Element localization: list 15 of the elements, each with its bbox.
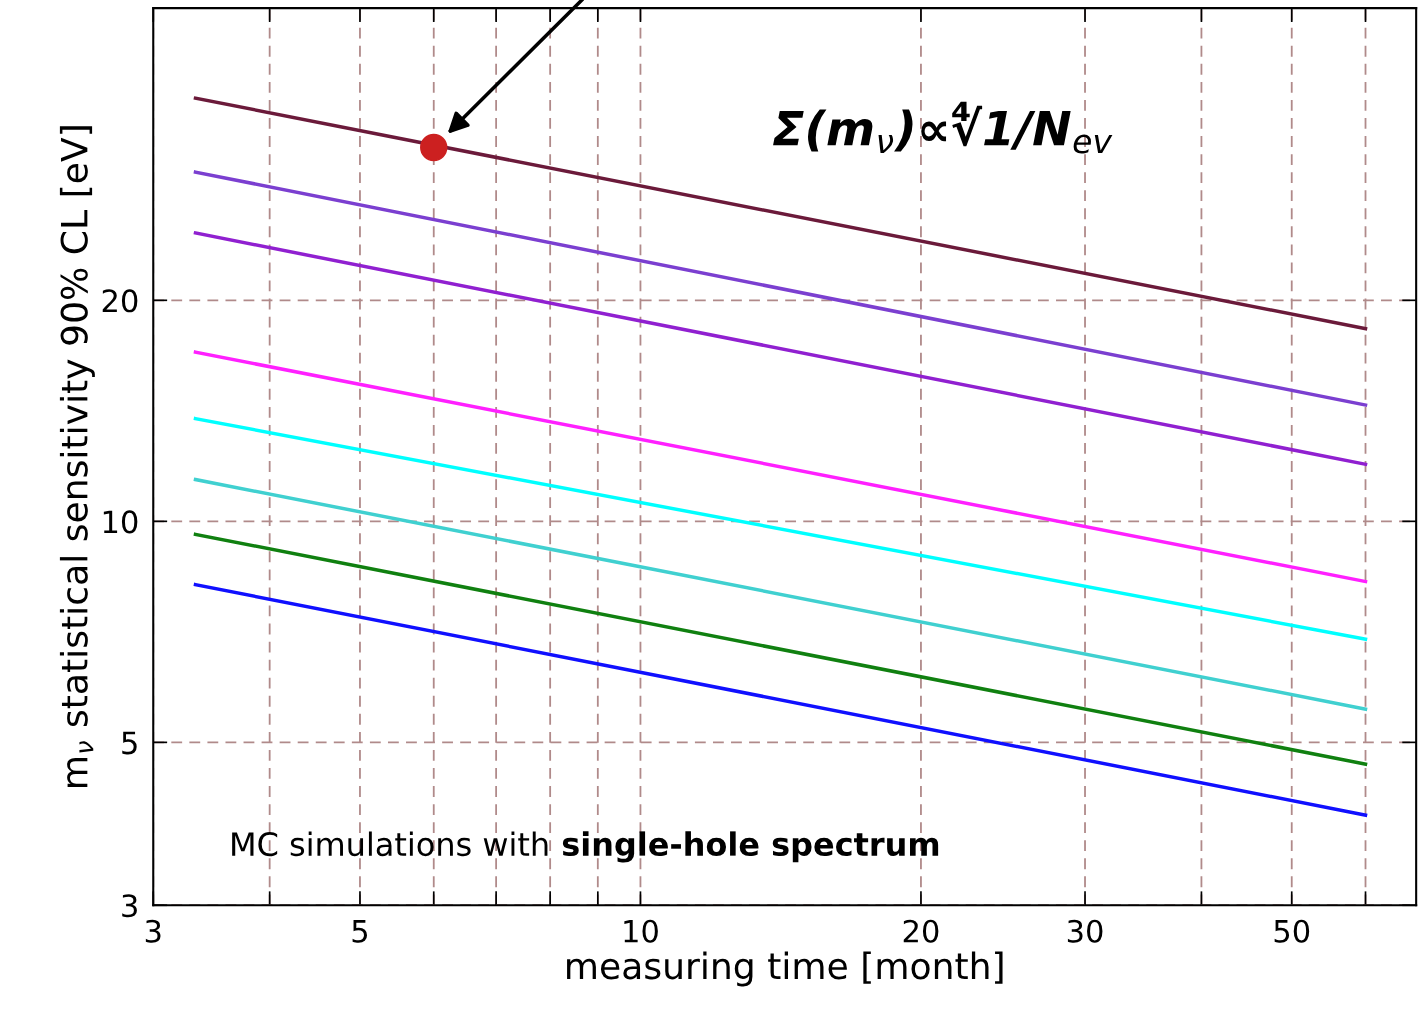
- annotation: single-hole spectrum: [562, 831, 939, 863]
- x-tick-label: 50: [1274, 919, 1310, 943]
- x-tick-label: 20: [903, 919, 939, 943]
- y-tick-label: 10: [103, 510, 138, 534]
- x-tick-label: 10: [624, 919, 658, 943]
- x-tick-label: 3: [145, 919, 161, 943]
- x-tick-label: 30: [1067, 919, 1103, 943]
- y-tick-label: 5: [122, 731, 137, 755]
- y-axis-title: m$_{ν}$ statistical sensitivity 90% CL [eV]: [59, 126, 95, 787]
- x-tick-label: 5: [352, 920, 368, 943]
- y-tick-label: 3: [122, 894, 137, 918]
- annotation: Σ(m$_{ν}$)∝∜1/N$_{ev}$: [773, 101, 1113, 154]
- annotation: MC simulations with: [232, 831, 548, 857]
- x-axis-title: measuring time [month]: [567, 951, 1003, 987]
- y-tick-label: 20: [102, 289, 138, 313]
